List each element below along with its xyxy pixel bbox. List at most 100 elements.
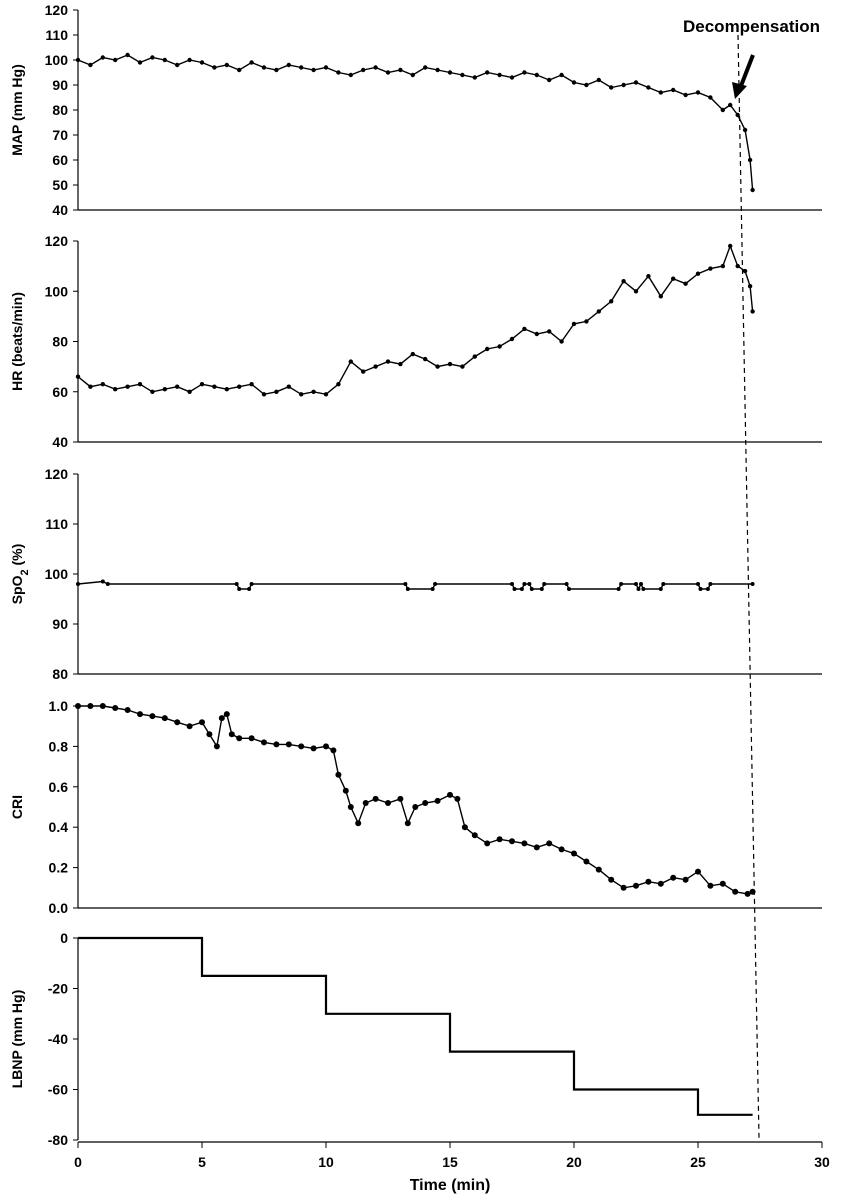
y-tick-label-map: 90 [52,77,68,93]
data-point-spo2 [100,579,105,584]
data-point-hr [646,274,651,279]
data-point-spo2 [698,587,703,591]
data-point-hr [522,326,527,332]
x-tick-label: 0 [74,1154,82,1170]
data-point-map [571,80,577,85]
series-line-spo2 [77,580,753,591]
data-point-cri [213,743,220,750]
data-point-hr [559,339,564,344]
data-point-map [199,60,205,65]
x-tick-label: 5 [198,1154,206,1170]
data-point-map [485,70,490,75]
data-point-spo2 [619,582,624,586]
data-point-hr [249,382,254,387]
decompensation-arrowhead [732,82,747,99]
data-point-spo2 [658,587,663,591]
data-point-map [100,55,106,60]
x-axis-title: Time (min) [410,1177,491,1194]
x-tick-label: 15 [442,1154,458,1170]
data-point-cri [112,705,119,711]
y-tick-label-lbnp: 0 [60,930,68,946]
data-point-hr [100,382,106,387]
data-point-map [658,90,663,95]
data-point-cri [362,800,369,806]
data-point-spo2 [564,582,569,586]
data-point-hr [187,389,192,394]
data-point-map [747,157,753,163]
y-tick-label-map: 60 [52,152,68,168]
y-tick-label-lbnp: -80 [48,1132,68,1148]
data-point-hr [609,299,614,304]
data-point-hr [742,268,748,274]
data-point-cri [732,888,739,895]
data-point-spo2 [708,582,713,586]
data-point-hr [286,384,291,389]
data-point-cri [571,850,577,857]
data-point-hr [373,364,378,369]
data-point-cri [744,890,751,897]
data-point-hr [547,329,552,334]
data-point-map [596,77,601,83]
data-point-map [299,65,304,70]
y-tick-label-map: 40 [52,202,68,218]
data-point-map [750,187,755,193]
data-point-spo2 [750,582,755,586]
data-point-map [410,72,415,78]
data-point-spo2 [249,582,254,586]
data-point-map [348,72,353,78]
data-point-hr [460,364,465,369]
data-point-map [137,60,143,65]
data-point-spo2 [237,587,242,591]
data-point-hr [311,389,316,394]
data-point-hr [720,263,725,269]
y-tick-label-hr: 40 [52,434,68,450]
data-point-map [720,107,725,113]
x-tick-label: 10 [318,1154,334,1170]
data-point-cri [248,735,255,742]
data-point-hr [584,319,589,324]
data-point-map [671,87,676,93]
data-point-cri [608,876,615,883]
data-point-spo2 [430,587,435,591]
data-point-cri [228,731,235,738]
data-point-hr [88,384,93,389]
data-point-map [472,75,477,80]
series-line-hr [77,243,754,396]
data-point-cri [342,787,349,794]
data-point-spo2 [567,587,571,591]
data-point-map [385,70,391,75]
data-point-map [150,55,155,60]
y-tick-label-map: 100 [45,52,69,68]
y-tick-label-spo2: 100 [45,566,69,582]
data-point-cri [583,858,590,865]
data-point-cri [509,838,515,845]
data-point-cri [236,735,243,742]
data-point-hr [571,321,577,327]
data-point-map [311,67,316,73]
data-point-spo2 [529,587,534,591]
data-point-spo2 [522,582,527,586]
y-label-cri: CRI [9,795,25,819]
y-tick-label-cri: 1.0 [49,698,69,714]
data-point-spo2 [636,587,641,591]
data-point-map [621,82,626,88]
data-point-map [447,70,453,75]
data-point-map [584,82,589,88]
data-point-hr [534,331,539,337]
data-point-cri [447,791,453,798]
data-point-cri [323,743,329,750]
data-point-map [646,85,651,90]
data-point-spo2 [634,582,638,586]
data-point-hr [336,382,341,387]
data-point-map [323,65,329,70]
data-point-cri [298,743,305,750]
data-point-map [708,95,713,100]
data-point-hr [447,361,453,367]
data-point-cri [137,711,143,718]
data-point-hr [137,382,143,387]
data-point-cri [670,874,677,881]
data-point-hr [509,336,515,342]
series-line-map [77,54,754,191]
data-point-cri [310,745,317,752]
